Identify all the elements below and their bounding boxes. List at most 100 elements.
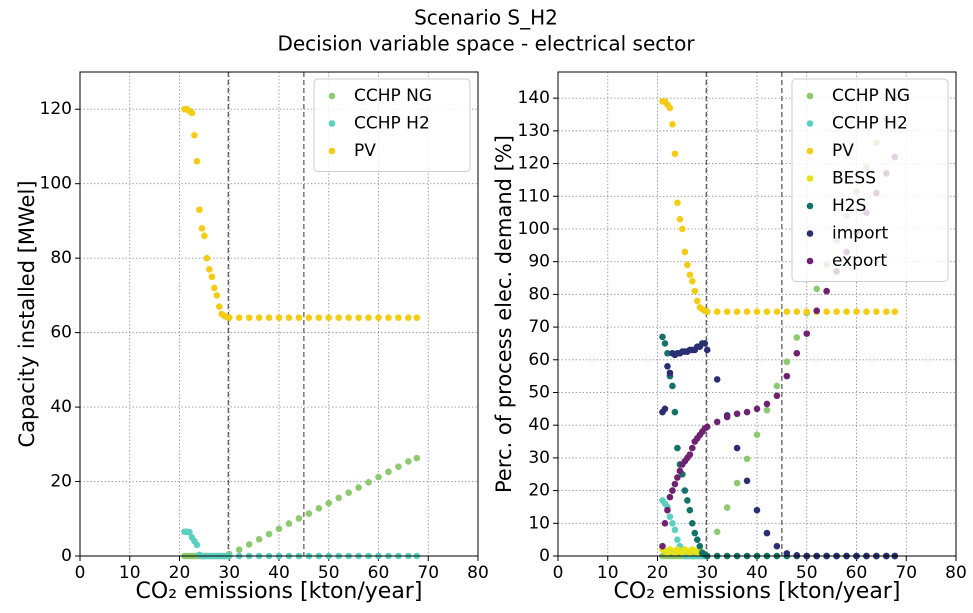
scatter-point (713, 308, 721, 316)
scatter-point (315, 314, 323, 322)
legend-marker (806, 230, 814, 237)
scatter-point (743, 308, 751, 316)
scatter-point (671, 526, 679, 534)
y-tick-label: 120 (518, 154, 550, 174)
scatter-point (666, 369, 674, 377)
scatter-point (669, 382, 676, 390)
x-tick-label: 20 (169, 563, 191, 583)
scatter-point (813, 307, 820, 315)
scatter-point (684, 497, 691, 504)
scatter-point (823, 287, 830, 295)
scatter-point (833, 308, 840, 316)
axes-frame (79, 71, 479, 557)
subtitle: Decision variable space - electrical sec… (277, 32, 695, 56)
scatter-point (783, 372, 791, 380)
scatter-point (385, 314, 392, 322)
scatter-point (666, 104, 674, 112)
scatter-point (733, 308, 741, 316)
scatter-point (783, 358, 791, 366)
scatter-point (674, 474, 681, 481)
scatter-point (355, 314, 362, 322)
scatter-point (211, 284, 218, 292)
scatter-point (823, 308, 830, 316)
scatter-point (355, 484, 362, 491)
scatter-point (295, 314, 303, 322)
scatter-point (666, 513, 674, 521)
scatter-point (723, 413, 731, 421)
scatter-point (753, 405, 761, 413)
scatter-point (713, 418, 721, 426)
scatter-point (773, 382, 781, 390)
x-tick-label: 80 (467, 563, 489, 583)
scatter-point (335, 494, 343, 502)
scatter-point (694, 536, 701, 543)
scatter-point (703, 423, 711, 431)
scatter-point (661, 519, 669, 527)
scatter-point (661, 340, 669, 347)
scatter-point (405, 458, 412, 465)
scatter-point (659, 333, 666, 341)
scatter-point (674, 536, 681, 543)
x-tick-label: 10 (119, 563, 141, 583)
scatter-point (753, 308, 761, 316)
scatter-point (763, 400, 771, 408)
scatter-point (891, 308, 899, 316)
scatter-point (733, 444, 741, 452)
scatter-point (395, 463, 402, 470)
legend-label: CCHP NG (354, 86, 432, 106)
scatter-point (669, 519, 676, 527)
scatter-point (235, 546, 243, 553)
x-tick-label: 70 (895, 563, 917, 583)
scatter-point (713, 528, 721, 536)
y-tick-label: 40 (528, 415, 550, 435)
y-tick-label: 30 (528, 448, 550, 468)
y-tick-label: 0 (61, 546, 72, 566)
scatter-point (375, 314, 382, 322)
scatter-point (413, 454, 421, 462)
scatter-point (863, 308, 870, 316)
scatter-point (265, 314, 273, 322)
scatter-point (225, 314, 233, 322)
legend-marker (806, 175, 814, 182)
scatter-point (325, 499, 333, 507)
x-tick-label: 70 (417, 563, 439, 583)
scatter-point (743, 455, 751, 463)
legend-marker (806, 92, 814, 100)
scatter-point (883, 308, 890, 316)
scatter-point (763, 308, 771, 316)
scatter-point (375, 473, 382, 481)
scatter-point (285, 520, 293, 527)
y-tick-label: 130 (518, 121, 550, 141)
scatter-point (686, 451, 694, 458)
y-tick-label: 100 (518, 219, 550, 239)
scatter-point (681, 487, 689, 494)
scatter-point (773, 308, 781, 316)
x-tick-label: 30 (218, 563, 240, 583)
scatter-point (413, 314, 421, 322)
scatter-point (405, 314, 412, 322)
y-tick-label: 20 (50, 472, 72, 492)
legend-box (313, 78, 471, 172)
scatter-point (295, 515, 303, 522)
y-tick-label: 100 (40, 174, 72, 194)
title: Scenario S_H2 (414, 6, 558, 30)
y-tick-label: 10 (528, 513, 550, 533)
scatter-point (703, 308, 711, 316)
scatter-point (664, 506, 671, 514)
legend-marker (328, 92, 336, 100)
y-tick-label: 20 (528, 481, 550, 501)
scatter-point (365, 478, 372, 486)
scatter-point (753, 506, 761, 514)
scatter-point (671, 150, 679, 158)
scatter-point (681, 248, 689, 256)
scatter-point (873, 308, 880, 316)
scatter-point (703, 346, 711, 354)
legend-label: export (832, 251, 887, 271)
scatter-point (669, 121, 676, 128)
legend-label: import (832, 224, 888, 244)
scatter-point (245, 314, 253, 322)
plot-area (659, 94, 899, 560)
scatter-point (186, 528, 193, 536)
y-tick-label: 60 (50, 323, 72, 343)
